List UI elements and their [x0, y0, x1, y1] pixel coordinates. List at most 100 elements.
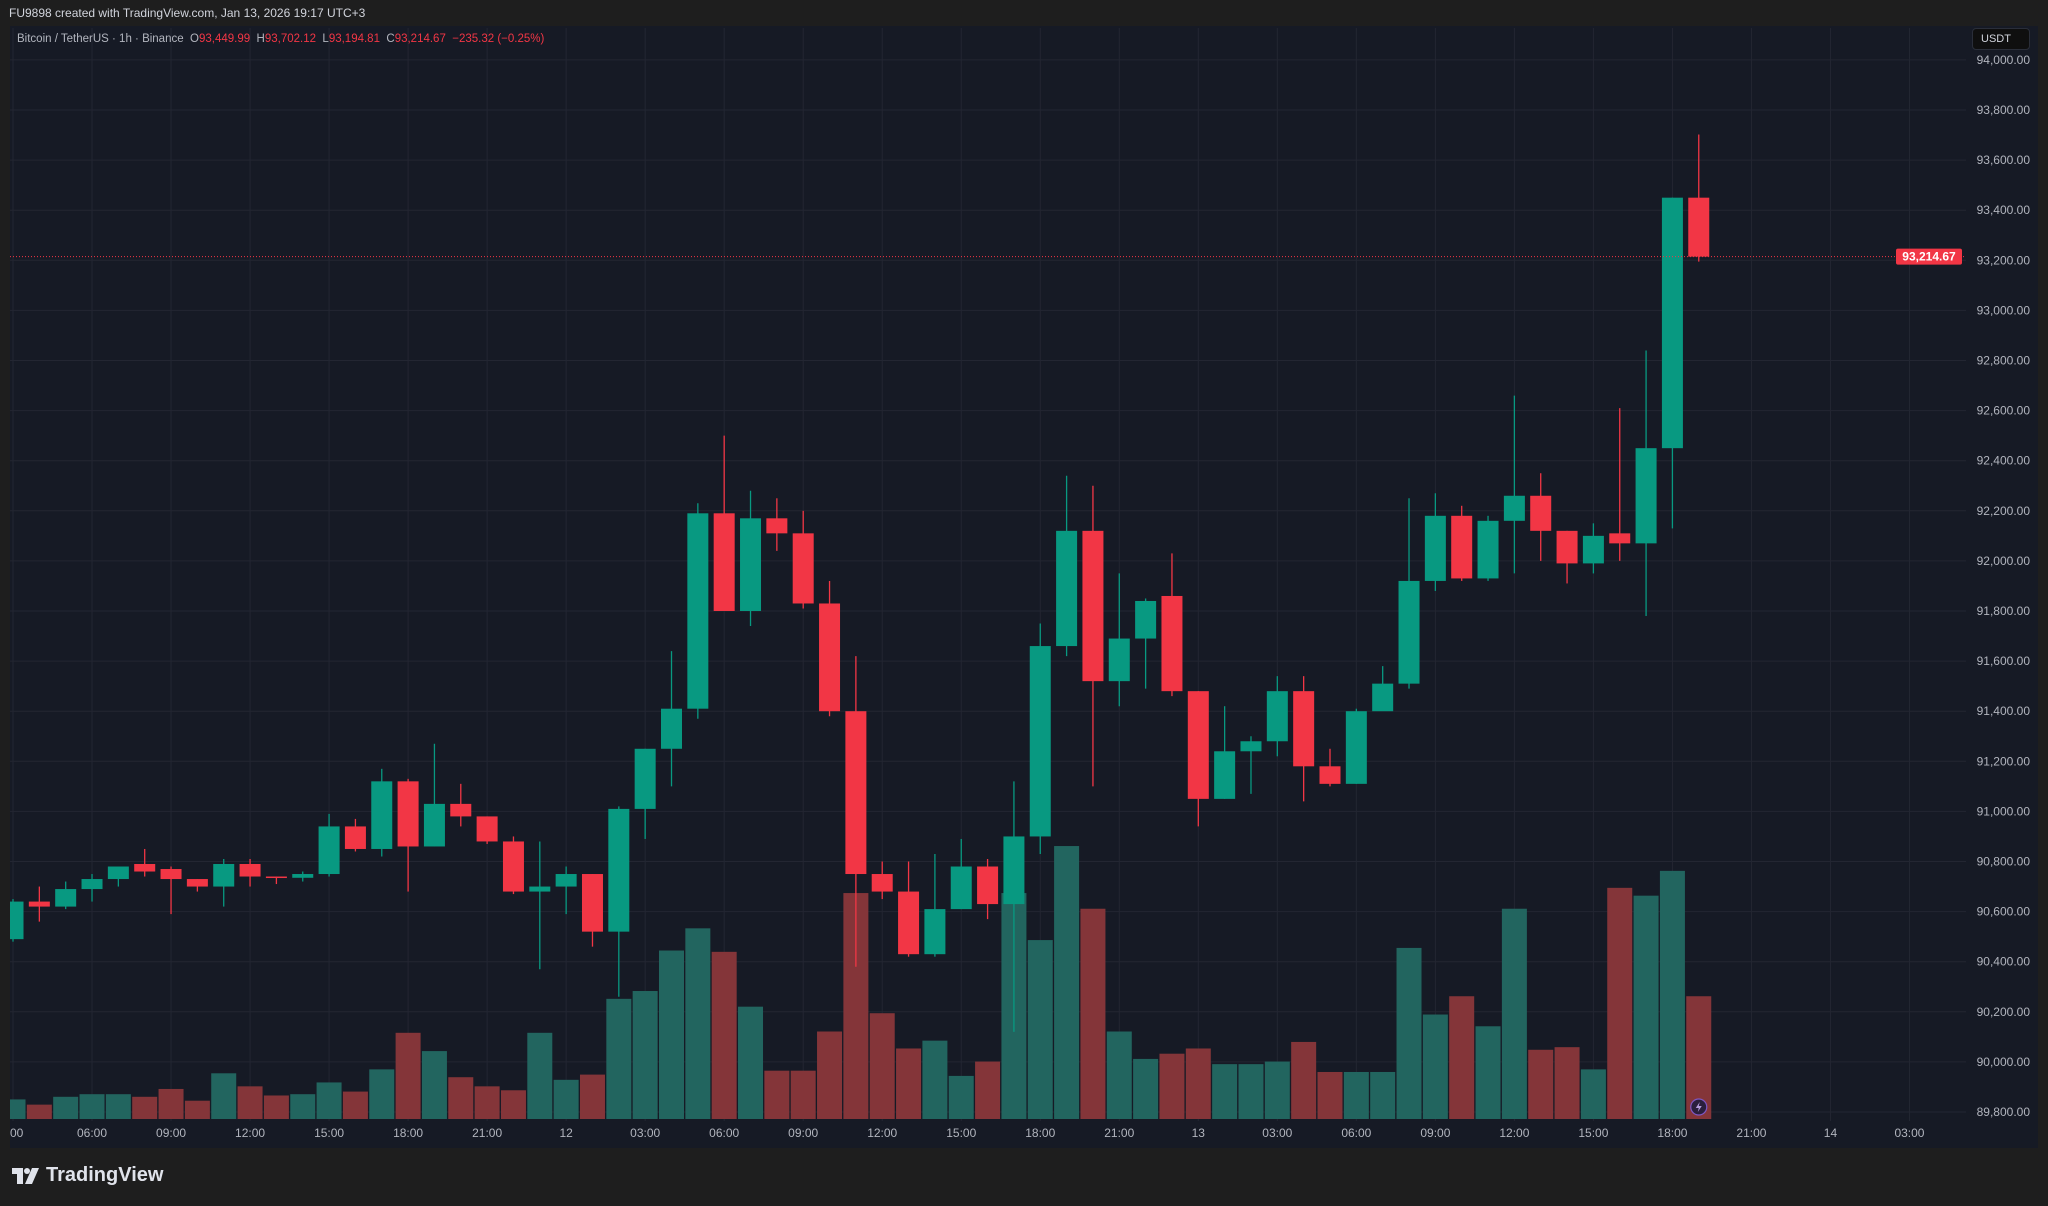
volume-bar	[606, 998, 632, 1119]
price-tick-label: 91,400.00	[1977, 704, 2031, 718]
volume-bar	[790, 1070, 816, 1119]
price-tick-label: 90,200.00	[1977, 1005, 2031, 1019]
tradingview-logo[interactable]: TradingView	[12, 1164, 163, 1187]
volume-bar	[1501, 908, 1527, 1119]
lightning-icon-glyph	[1695, 1102, 1702, 1112]
volume-bar	[237, 1086, 263, 1119]
volume-bar	[1238, 1064, 1264, 1119]
time-tick-label: 18:00	[1025, 1126, 1055, 1140]
volume-bar	[1080, 908, 1106, 1119]
candle-up	[529, 886, 551, 892]
candle-down	[1688, 197, 1710, 257]
price-tick-label: 92,000.00	[1977, 554, 2031, 568]
price-tick-label: 93,600.00	[1977, 153, 2031, 167]
price-tick-label: 93,400.00	[1977, 203, 2031, 217]
volume-bar	[1264, 1061, 1290, 1119]
volume-bar	[290, 1094, 316, 1119]
current-price-badge	[1896, 248, 1962, 265]
price-tick-label: 92,200.00	[1977, 504, 2031, 518]
volume-bar	[421, 1051, 447, 1119]
time-tick-label: 12:00	[867, 1126, 897, 1140]
currency-button[interactable]: USDT	[1972, 28, 2030, 50]
time-tick-label: 13	[1192, 1126, 1206, 1140]
time-tick-label: 21:00	[472, 1126, 502, 1140]
volume-bar	[105, 1094, 131, 1119]
candle-up	[1635, 448, 1657, 544]
volume-bar	[711, 951, 737, 1119]
candle-up	[10, 901, 24, 940]
price-tick-label: 89,800.00	[1977, 1105, 2031, 1119]
volume-bar	[1133, 1058, 1159, 1119]
time-tick-label: 21:00	[1104, 1126, 1134, 1140]
candle-up	[634, 748, 656, 809]
price-tick-label: 91,200.00	[1977, 754, 2031, 768]
volume-bar	[1607, 887, 1633, 1119]
price-tick-label: 92,400.00	[1977, 454, 2031, 468]
volume-bar	[395, 1032, 421, 1119]
candle-up	[1503, 495, 1525, 521]
symbol-label[interactable]: Bitcoin / TetherUS · 1h · Binance	[17, 33, 184, 45]
candle-down	[502, 841, 524, 892]
time-tick-label: 12:00	[235, 1126, 265, 1140]
candle-up	[1345, 711, 1367, 784]
candle-up	[1424, 515, 1446, 581]
price-tick-label: 93,200.00	[1977, 253, 2031, 267]
price-tick-label: 94,000.00	[1977, 53, 2031, 67]
volume-bar	[1554, 1047, 1580, 1119]
time-tick-label: 09:00	[788, 1126, 818, 1140]
candle-up	[740, 518, 762, 611]
tradingview-logo-icon	[12, 1167, 39, 1184]
time-tick-label: 09:00	[156, 1126, 186, 1140]
footer	[0, 1148, 2048, 1206]
candle-up	[924, 909, 946, 955]
candle-down	[871, 874, 893, 892]
time-tick-label: 03:00	[1262, 1126, 1292, 1140]
price-tick-label: 90,600.00	[1977, 905, 2031, 919]
candle-up	[371, 781, 393, 849]
price-tick-label: 90,000.00	[1977, 1055, 2031, 1069]
candle-up	[81, 879, 103, 890]
volume-bar	[158, 1088, 184, 1119]
volume-bar	[1370, 1071, 1396, 1119]
time-tick-label: 15:00	[946, 1126, 976, 1140]
volume-bar	[659, 950, 684, 1119]
volume-bar	[1528, 1049, 1554, 1119]
candle-down	[581, 874, 603, 932]
volume-bar	[1475, 1026, 1501, 1119]
high-label: H	[256, 33, 265, 45]
volume-bar	[685, 928, 711, 1119]
candle-down	[766, 518, 788, 534]
candle-up	[1029, 646, 1051, 837]
candle-up	[1135, 600, 1157, 639]
candle-up	[1056, 530, 1078, 647]
time-tick-label: 03:00	[630, 1126, 660, 1140]
price-tick-label: 92,800.00	[1977, 354, 2031, 368]
candle-down	[397, 781, 419, 847]
volume-bar	[1212, 1064, 1238, 1119]
candle-down	[186, 879, 208, 887]
candle-down	[977, 866, 999, 905]
candle-down	[1161, 595, 1183, 692]
volume-bar	[579, 1074, 605, 1119]
candle-down	[476, 816, 498, 842]
current-price-label: 93,214.67	[1902, 250, 1956, 264]
price-tick-label: 90,400.00	[1977, 955, 2031, 969]
volume-bar	[79, 1094, 105, 1119]
volume-bar	[26, 1104, 52, 1119]
time-tick-label: 06:00	[709, 1126, 739, 1140]
time-tick-label: 14	[1824, 1126, 1838, 1140]
candle-up	[1661, 197, 1683, 449]
candle-down	[845, 711, 867, 875]
candle-down	[1530, 495, 1552, 531]
candle-down	[1319, 766, 1341, 784]
lightning-icon[interactable]	[1690, 1098, 1708, 1116]
volume-bar	[448, 1077, 474, 1119]
volume-bar	[474, 1086, 500, 1119]
volume-bar	[342, 1091, 368, 1119]
candle-up	[1214, 751, 1236, 799]
low-value: 93,194.81	[328, 33, 380, 45]
volume-bar	[369, 1069, 395, 1119]
candle-down	[792, 533, 814, 604]
volume-bar	[211, 1073, 237, 1119]
